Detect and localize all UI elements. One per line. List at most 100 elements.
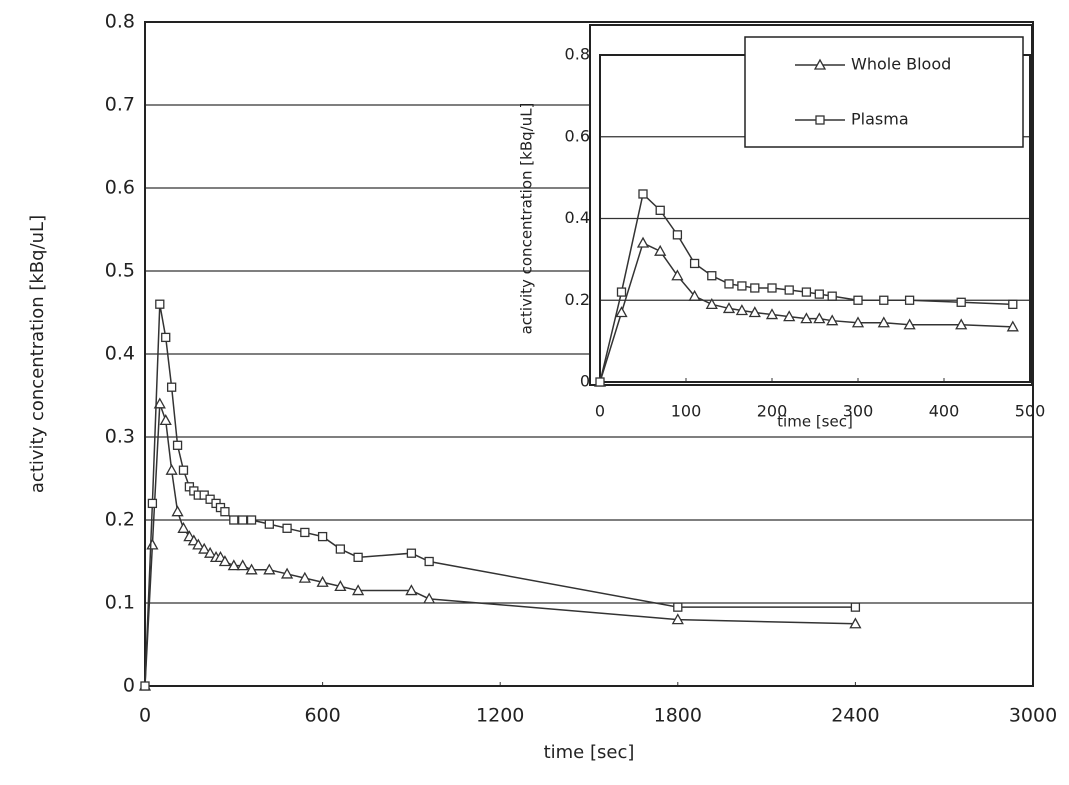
data-point (655, 205, 665, 215)
data-point (192, 538, 205, 550)
data-point (724, 279, 734, 289)
x-tick-label: 0 (595, 402, 605, 421)
data-point (853, 295, 863, 305)
y-tick-label: 0 (123, 675, 135, 697)
x-tick-label: 300 (843, 402, 874, 421)
data-point (748, 306, 761, 318)
data-point (172, 440, 183, 450)
y-tick-label: 0.8 (565, 45, 590, 64)
data-point (316, 575, 329, 587)
data-point (236, 559, 249, 571)
data-point (801, 287, 812, 297)
data-point (638, 189, 648, 199)
data-point (671, 613, 684, 625)
data-point (227, 559, 240, 571)
y-tick-label: 0.6 (565, 126, 590, 145)
y-tick-label: 0.6 (105, 177, 135, 199)
data-point (903, 318, 916, 330)
data-point (171, 505, 184, 517)
data-point (765, 308, 779, 320)
x-tick-label: 200 (757, 402, 788, 421)
data-point (672, 230, 683, 240)
data-point (406, 548, 417, 558)
y-tick-label: 0.1 (105, 592, 135, 614)
y-tick-label: 0.5 (105, 260, 135, 282)
x-axis-label: time [sec] (544, 742, 635, 763)
data-point (335, 544, 346, 554)
data-point (616, 287, 627, 297)
data-point (800, 312, 813, 324)
data-point (178, 465, 189, 475)
legend-label: Plasma (851, 110, 909, 129)
data-point (688, 289, 701, 301)
x-tick-label: 100 (671, 402, 702, 421)
data-point (165, 463, 178, 475)
x-tick-label: 2400 (831, 705, 879, 727)
y-tick-label: 0.4 (105, 343, 135, 365)
data-point (955, 318, 968, 330)
legend-box (744, 36, 1024, 148)
data-point (595, 377, 605, 387)
data-point (353, 552, 363, 562)
y-axis-label: activity concentration [kBq/uL] (27, 215, 48, 493)
data-point (147, 498, 158, 509)
data-point (784, 285, 794, 295)
data-point (813, 312, 826, 324)
data-point (815, 115, 825, 125)
data-point (636, 236, 650, 248)
data-point (783, 310, 796, 322)
x-tick-label: 1200 (476, 705, 524, 727)
data-point (298, 571, 311, 583)
y-tick-label: 0 (580, 372, 590, 391)
data-point (245, 563, 258, 575)
data-point (424, 556, 434, 567)
data-point (654, 244, 667, 256)
x-tick-label: 1800 (654, 705, 702, 727)
data-point (155, 299, 165, 309)
data-point (1006, 320, 1019, 332)
x-tick-label: 600 (304, 705, 340, 727)
data-point (849, 617, 862, 629)
x-tick-label: 500 (1015, 402, 1046, 421)
y-tick-label: 0.3 (105, 426, 135, 448)
data-point (204, 546, 217, 558)
data-point (263, 563, 276, 575)
data-point (737, 281, 747, 291)
data-point (300, 527, 310, 538)
data-point (722, 302, 736, 314)
data-point (238, 515, 248, 525)
data-point (767, 283, 777, 293)
data-point (877, 316, 890, 328)
data-point (673, 602, 683, 612)
data-point (879, 295, 889, 305)
data-point (615, 306, 628, 318)
data-point (850, 602, 861, 612)
data-point (814, 289, 824, 299)
legend-label: Whole Blood (851, 55, 951, 74)
data-point (140, 681, 150, 691)
data-point (161, 332, 171, 343)
data-point (198, 542, 211, 554)
data-point (750, 283, 760, 293)
series-line (144, 403, 856, 687)
data-point (246, 515, 257, 525)
data-point (423, 592, 436, 604)
y-tick-label: 0.4 (565, 208, 590, 227)
data-point (282, 523, 292, 533)
data-point (826, 314, 839, 326)
y-tick-label: 0.7 (105, 94, 135, 116)
data-point (218, 555, 232, 567)
data-point (177, 521, 190, 533)
data-point (405, 584, 418, 596)
data-point (956, 297, 966, 307)
data-point (813, 58, 827, 70)
data-point (166, 382, 177, 392)
y-tick-label: 0.2 (565, 290, 590, 309)
data-point (280, 567, 294, 579)
data-point (851, 316, 865, 328)
data-point (689, 258, 700, 269)
x-axis-label: time [sec] (777, 413, 853, 431)
data-point (735, 304, 749, 316)
